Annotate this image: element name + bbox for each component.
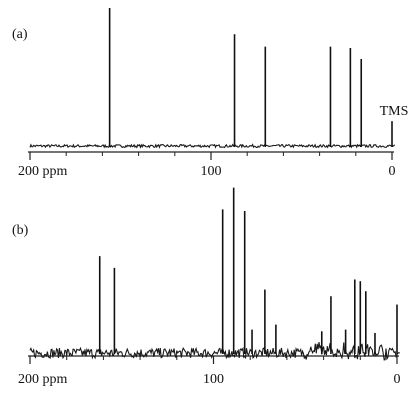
- panel-label: (b): [12, 223, 29, 238]
- x-tick-label: 0: [394, 372, 401, 387]
- spectrum-baseline: [29, 143, 396, 149]
- x-tick-label: 200 ppm: [18, 164, 68, 179]
- panel-a: (a) 200 ppm 100 0 TMS: [12, 8, 408, 179]
- panel-b: (b) 200 ppm 100 0: [12, 187, 401, 387]
- x-tick-label: 200 ppm: [18, 372, 68, 387]
- x-tick-label: 100: [201, 164, 222, 179]
- tms-annotation: TMS: [380, 104, 409, 119]
- spectrum-baseline: [29, 342, 400, 361]
- panel-label: (a): [12, 27, 28, 42]
- x-tick-label: 100: [203, 372, 224, 387]
- x-tick-label: 0: [389, 164, 396, 179]
